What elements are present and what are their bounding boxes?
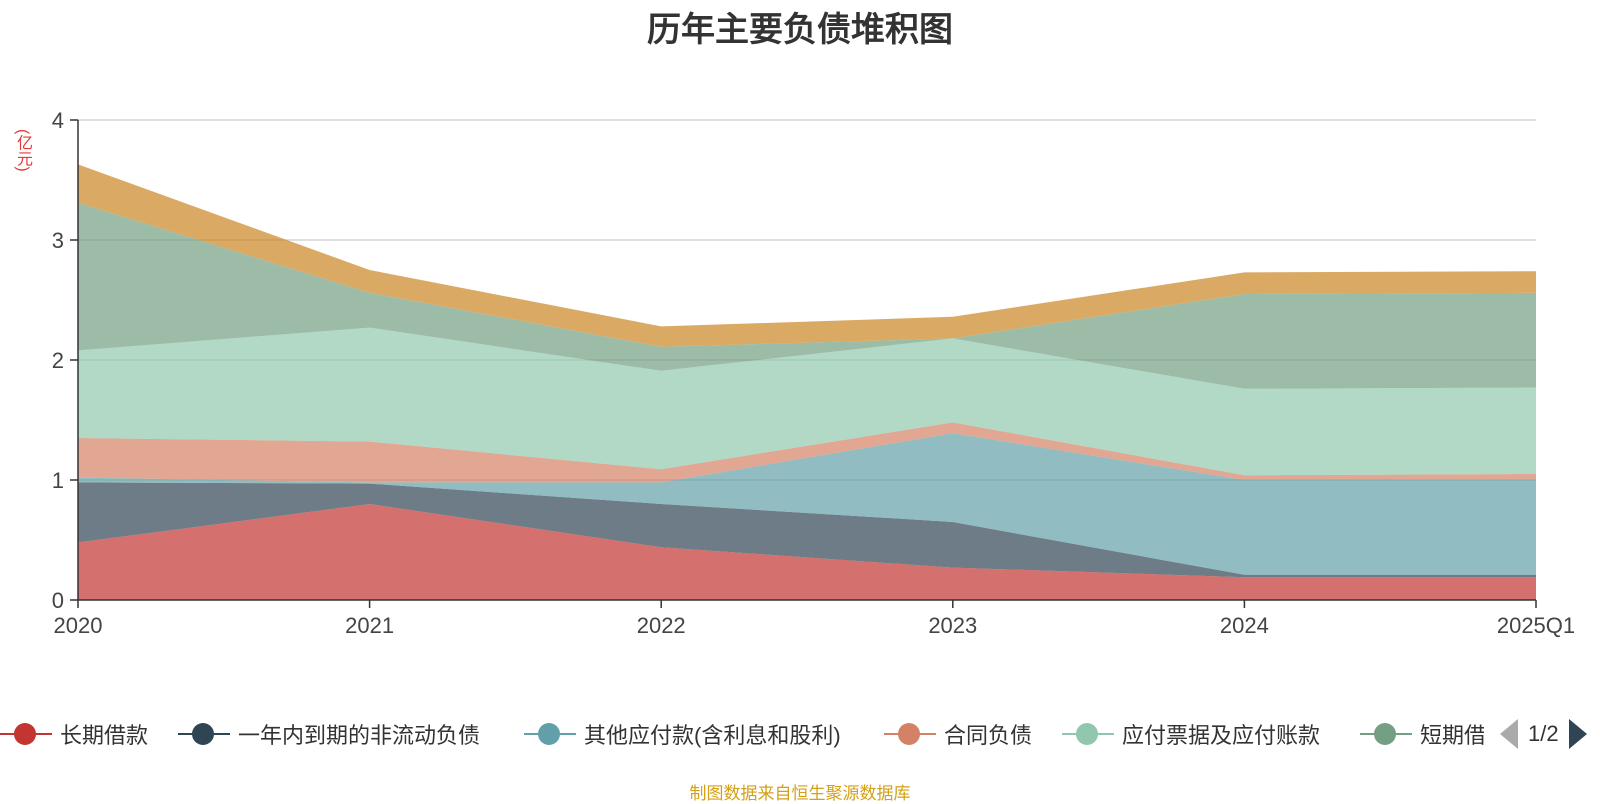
legend-item[interactable]: 长期借款 (0, 714, 148, 754)
legend-prev-page-icon[interactable] (1500, 719, 1518, 749)
legend-label: 应付票据及应付账款 (1122, 723, 1321, 748)
legend: 长期借款 一年内到期的非流动负债 其他应付款(含利息和股利) 合同负债 应付票据及应付账… (0, 714, 1600, 754)
x-tick-label: 2021 (345, 613, 394, 638)
x-tick-label: 2020 (54, 613, 103, 638)
stacked-area-chart: 0 1 2 3 4 2020 2021 2022 2023 2024 2025Q1 (52, 108, 1575, 638)
y-tick-label: 1 (52, 468, 64, 493)
y-tick-label: 2 (52, 348, 64, 373)
y-tick-label: 4 (52, 108, 64, 133)
legend-marker-icon (178, 714, 230, 754)
x-tick-label: 2025Q1 (1497, 613, 1575, 638)
legend-label: 长期借款 (60, 723, 149, 748)
area-series-1 (78, 504, 1536, 600)
area-series-4 (78, 422, 1536, 483)
source-note: 制图数据来自恒生聚源数据库 (689, 784, 911, 803)
legend-dot-icon (898, 723, 920, 745)
x-tick-label: 2024 (1220, 613, 1269, 638)
area-series-5 (78, 327, 1536, 476)
y-tick-label: 3 (52, 228, 64, 253)
legend-item[interactable]: 其他应付款(含利息和股利) (524, 714, 841, 754)
legend-items: 长期借款 一年内到期的非流动负债 其他应付款(含利息和股利) 合同负债 应付票据及应付账… (0, 714, 1484, 754)
legend-label: 合同负债 (944, 723, 1033, 748)
axes: 0 1 2 3 4 2020 2021 2022 2023 2024 2025Q1 (52, 108, 1575, 638)
legend-item[interactable]: 合同负债 (884, 714, 1032, 754)
legend-item[interactable]: 应付票据及应付账款 (1062, 714, 1320, 754)
legend-dot-icon (192, 723, 214, 745)
legend-next-page-icon[interactable] (1568, 719, 1587, 749)
area-series-2 (78, 482, 1536, 578)
legend-dot-icon (1374, 723, 1396, 745)
y-axis-unit-label: (亿元) (14, 128, 31, 172)
area-series-3 (78, 433, 1536, 575)
legend-marker-icon (1360, 714, 1412, 754)
area-series-6 (78, 202, 1536, 389)
legend-dot-icon (14, 723, 36, 745)
legend-pager: 1/2 (1500, 714, 1587, 754)
legend-dot-icon (538, 723, 560, 745)
area-series-layer (78, 164, 1536, 600)
legend-page-indicator: 1/2 (1528, 721, 1559, 746)
legend-marker-icon (884, 714, 936, 754)
legend-marker-icon (0, 714, 52, 754)
x-tick-label: 2022 (637, 613, 686, 638)
x-tick-label: 2023 (928, 613, 977, 638)
legend-label: 短期借款 (1420, 723, 1484, 748)
legend-label: 其他应付款(含利息和股利) (584, 723, 841, 748)
legend-marker-icon (1062, 714, 1114, 754)
y-tick-label: 0 (52, 588, 64, 613)
legend-label: 一年内到期的非流动负债 (238, 723, 481, 748)
legend-marker-icon (524, 714, 576, 754)
legend-item[interactable]: 一年内到期的非流动负债 (178, 714, 480, 754)
legend-dot-icon (1076, 723, 1098, 745)
chart-title: 历年主要负债堆积图 (647, 11, 953, 49)
area-series-7 (78, 164, 1536, 347)
legend-item[interactable]: 短期借款 (1360, 714, 1484, 754)
